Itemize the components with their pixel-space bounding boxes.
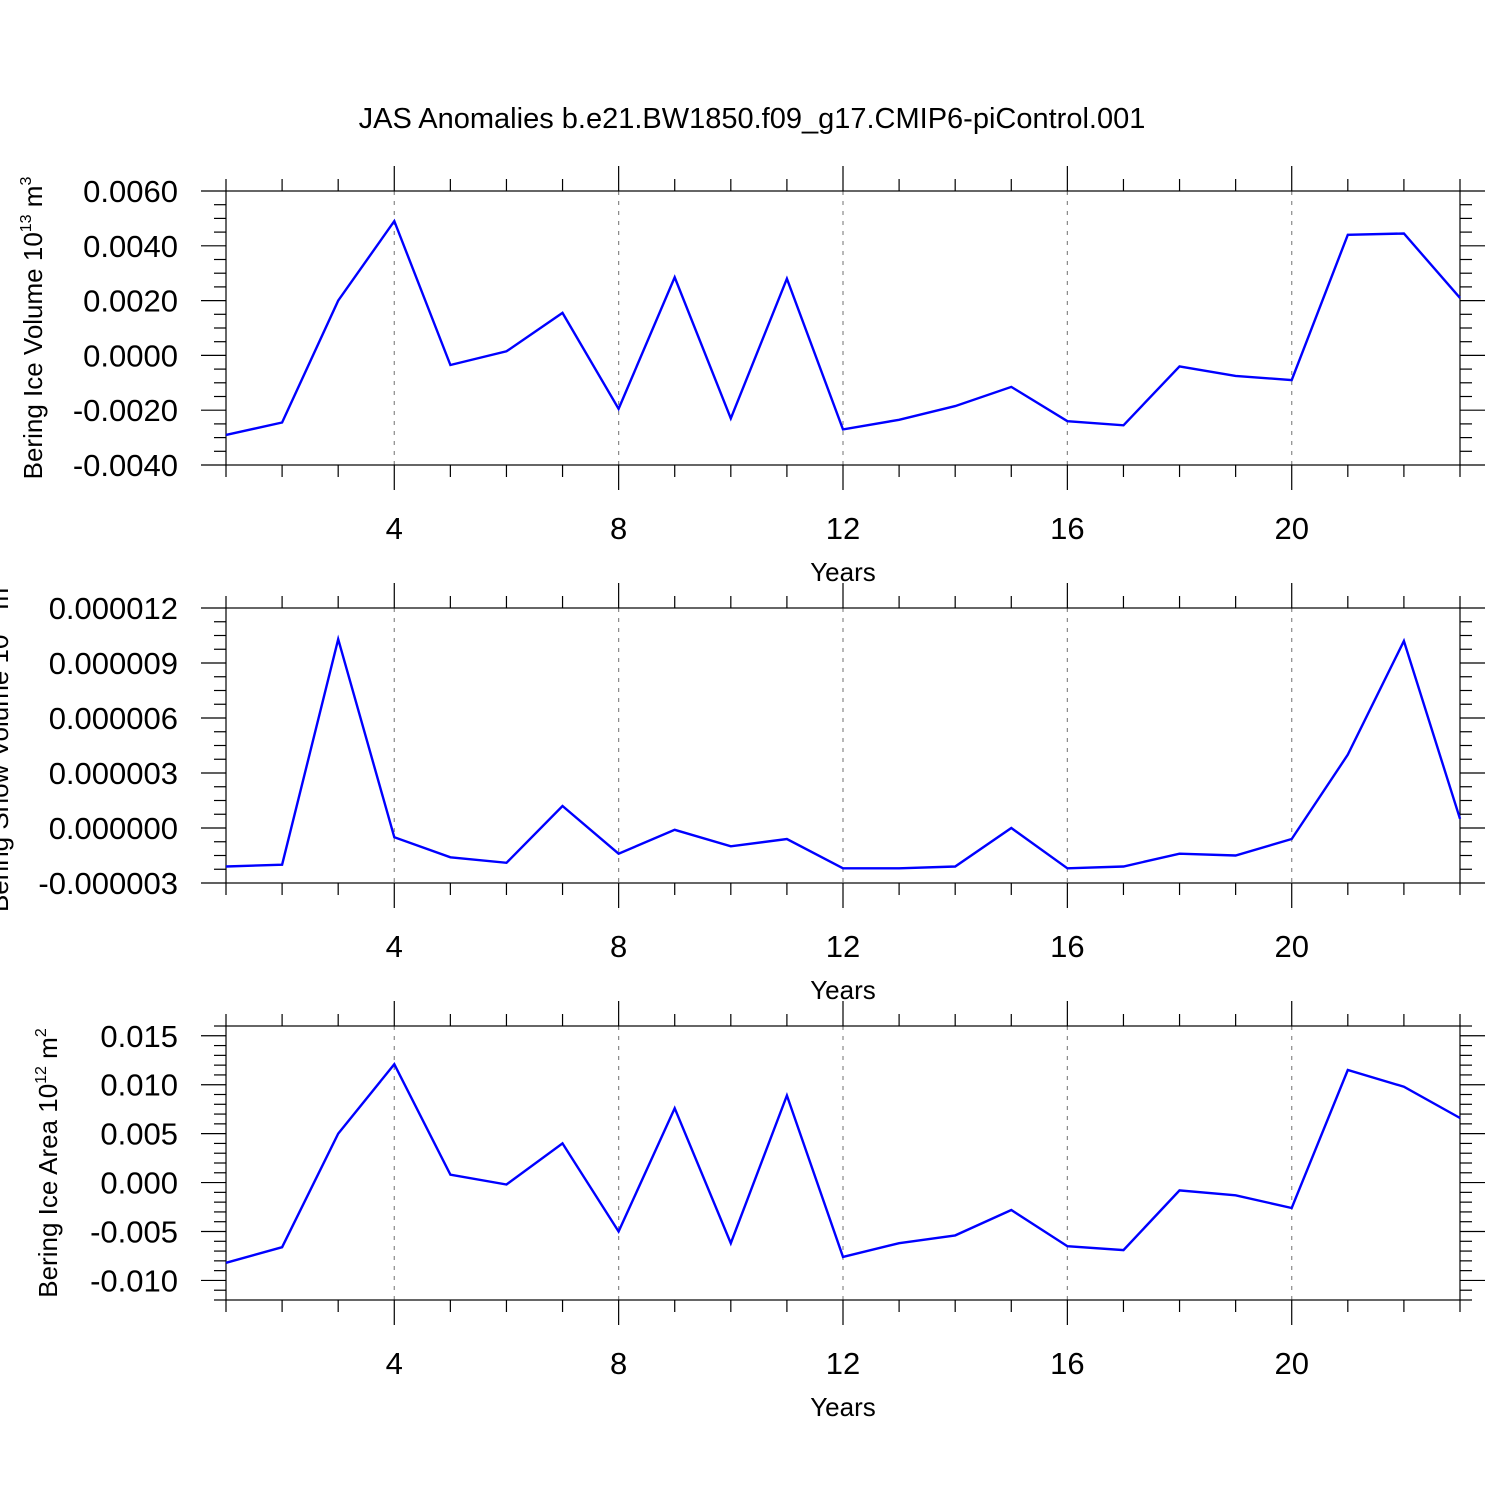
x-tick-label: 20	[1274, 929, 1308, 964]
y-label-superscript: 13	[18, 214, 35, 232]
x-tick-label: 8	[610, 929, 627, 964]
x-tick-label: 12	[826, 929, 860, 964]
chart-title: JAS Anomalies b.e21.BW1850.f09_g17.CMIP6…	[359, 103, 1146, 135]
y-tick-label: -0.0040	[73, 448, 178, 483]
x-tick-label: 8	[610, 511, 627, 546]
series-line	[225, 218, 1461, 437]
x-tick-label: 16	[1050, 1346, 1084, 1381]
x-tick-label: 20	[1274, 1346, 1308, 1381]
y-tick-label: 0.0020	[83, 284, 178, 319]
y-label-text: Bering Ice Volume 10	[18, 232, 48, 479]
y-tick-label: 0.015	[100, 1019, 178, 1054]
x-tick-label: 16	[1050, 511, 1084, 546]
y-tick-label: 0.0000	[83, 338, 178, 373]
y-label-text: m	[33, 1037, 63, 1066]
y-tick-label: -0.010	[90, 1263, 178, 1298]
y-tick-label: 0.005	[100, 1117, 178, 1152]
y-tick-label: 0.0060	[83, 174, 178, 209]
x-tick-label: 12	[826, 511, 860, 546]
x-tick-label: 8	[610, 1346, 627, 1381]
y-label-text: m	[18, 186, 48, 215]
y-label-text: Bering Snow Volume 10	[0, 635, 14, 913]
y-label-text: Bering Ice Area 10	[33, 1084, 63, 1298]
y-tick-label: 0.000003	[49, 756, 178, 791]
y-label-superscript: 12	[33, 1066, 50, 1084]
y-tick-label: 0.000009	[49, 646, 178, 681]
y-label-superscript: 3	[0, 579, 1, 588]
y-label-text: m	[0, 588, 14, 617]
x-axis-label: Years	[810, 557, 876, 587]
y-tick-label: -0.005	[90, 1215, 178, 1250]
series-line	[225, 634, 1462, 870]
x-tick-label: 4	[386, 511, 403, 546]
y-tick-label: 0.0040	[83, 229, 178, 264]
y-axis-label: Bering Snow Volume 1013 m3	[0, 579, 14, 912]
y-tick-label: 0.010	[100, 1068, 178, 1103]
y-label-superscript: 2	[33, 1028, 50, 1037]
chart-panel-1: -0.0040 -0.0020 0.0000 0.0020 0.0040 0.0060 4 8…	[18, 166, 1485, 587]
x-tick-label: 12	[826, 1346, 860, 1381]
y-axis-label: Bering Ice Area 1012 m2	[33, 1028, 63, 1298]
series-line	[225, 1062, 1461, 1264]
chart-panel-2: -0.000003 0.000000 0.000003 0.000006 0.00000…	[0, 579, 1485, 1005]
x-tick-label: 4	[386, 929, 403, 964]
x-axis-label: Years	[810, 975, 876, 1005]
chart-panel-3: -0.010 -0.005 0.000 0.005 0.010 0.015 4 8 12 16 20…	[33, 1001, 1485, 1422]
x-axis-label: Years	[810, 1392, 876, 1422]
y-tick-label: 0.000000	[49, 811, 178, 846]
y-tick-label: 0.000006	[49, 701, 178, 736]
y-label-superscript: 13	[0, 617, 1, 635]
y-label-superscript: 3	[18, 177, 35, 186]
x-tick-label: 20	[1274, 511, 1308, 546]
x-tick-label: 4	[386, 1346, 403, 1381]
x-tick-label: 16	[1050, 929, 1084, 964]
y-tick-label: 0.000	[100, 1166, 178, 1201]
y-tick-label: 0.000012	[49, 591, 178, 626]
y-tick-label: -0.0020	[73, 393, 178, 428]
y-axis-label: Bering Ice Volume 1013 m3	[18, 177, 48, 480]
y-tick-label: -0.000003	[38, 866, 178, 901]
